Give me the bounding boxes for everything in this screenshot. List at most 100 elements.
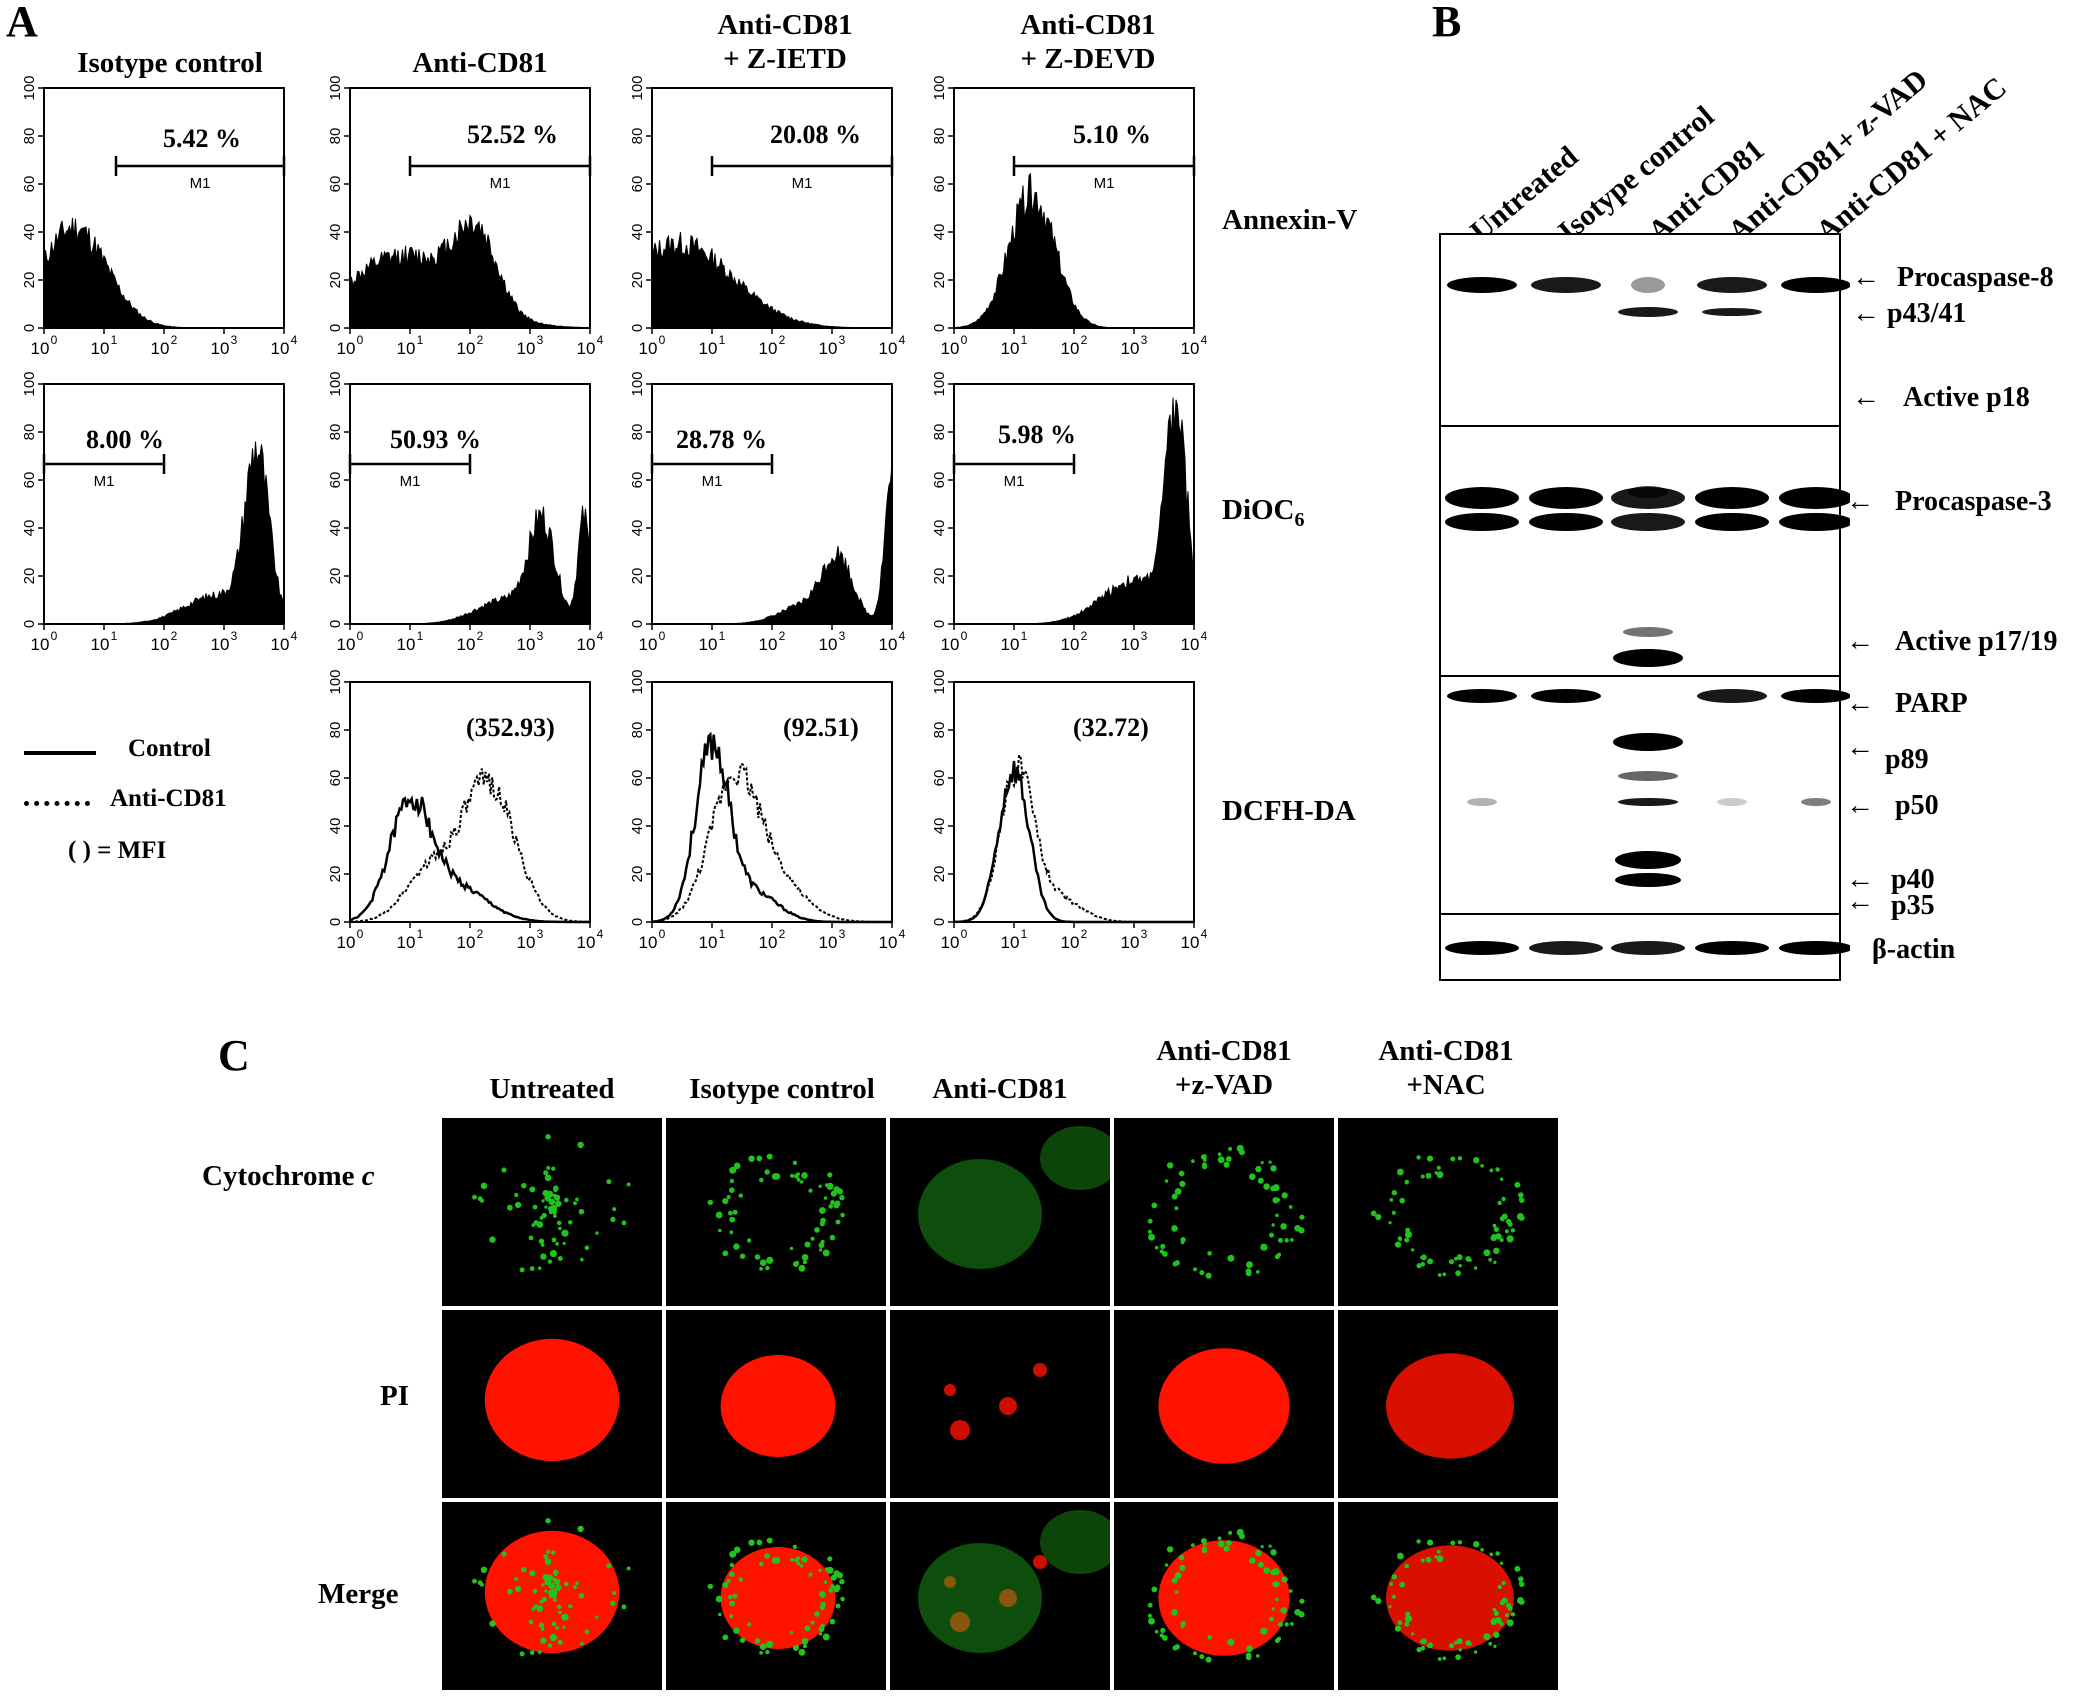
mitochondria-dot — [759, 1650, 763, 1655]
mitochondria-dot — [612, 1207, 617, 1212]
mitochondria-dot — [1205, 1272, 1212, 1279]
mitochondria-dot — [552, 1210, 557, 1215]
mitochondria-dot — [718, 1612, 722, 1617]
mitochondria-dot — [830, 1584, 835, 1589]
actin-band — [1611, 941, 1685, 955]
mitochondria-dot — [1450, 1156, 1456, 1162]
mitochondria-dot — [1201, 1162, 1207, 1168]
mitochondria-dot — [1410, 1632, 1415, 1636]
mitochondria-dot — [759, 1177, 764, 1183]
mitochondria-dot — [472, 1578, 477, 1584]
mitochondria-dot — [1174, 1206, 1179, 1211]
c-col-untreated: Untreated — [442, 1072, 662, 1106]
mitochondria-dot — [514, 1576, 519, 1582]
x-tick-exp: 0 — [357, 629, 364, 643]
mitochondria-dot — [792, 1544, 798, 1549]
microscopy-grid — [442, 1118, 1560, 1696]
mitochondria-dot — [507, 1204, 513, 1211]
mitochondria-dot — [1159, 1633, 1164, 1638]
x-tick-label: 10 — [1001, 933, 1020, 952]
mitochondria-dot — [1492, 1607, 1497, 1612]
mitochondria-dot — [547, 1259, 553, 1264]
x-tick-exp: 4 — [1201, 629, 1208, 643]
mitochondria-dot — [1288, 1205, 1293, 1209]
mitochondria-dot — [519, 1651, 525, 1657]
mitochondria-dot — [1272, 1184, 1280, 1192]
mitochondria-dot — [801, 1172, 808, 1179]
mitochondria-dot — [1217, 1156, 1225, 1164]
procaspase3-band-faint — [1628, 486, 1668, 498]
pi-image-1 — [666, 1310, 886, 1498]
mitochondria-dot — [1501, 1597, 1508, 1604]
mitochondria-dot — [557, 1256, 563, 1261]
mitochondria-dot — [728, 1210, 733, 1216]
x-tick-label: 10 — [1181, 635, 1200, 654]
mitochondria-dot — [550, 1205, 556, 1211]
x-tick-label: 10 — [819, 339, 838, 358]
x-tick-exp: 4 — [291, 629, 298, 643]
col-header-anti-cd81: Anti-CD81 — [330, 46, 630, 80]
x-tick-exp: 3 — [1141, 629, 1148, 643]
x-tick-exp: 3 — [537, 629, 544, 643]
mitochondria-dot — [766, 1153, 773, 1160]
x-tick-label: 10 — [699, 339, 718, 358]
mitochondria-dot — [1421, 1254, 1427, 1261]
mitochondria-dot — [830, 1190, 837, 1197]
mitochondria-dot — [715, 1211, 723, 1219]
mitochondria-dot — [1473, 1157, 1480, 1164]
y-tick-label: 0 — [21, 324, 38, 332]
mitochondria-dot — [795, 1644, 799, 1649]
mitochondria-dot — [729, 1216, 736, 1223]
nucleus — [1158, 1540, 1290, 1656]
mitochondria-dot — [1271, 1607, 1275, 1611]
mitochondria-dot — [765, 1649, 770, 1655]
mitochondria-dot — [1404, 1621, 1410, 1627]
band-p4341: ← p43/41 — [1852, 298, 1966, 330]
mitochondria-dot — [1256, 1654, 1260, 1658]
mitochondria-dot — [1394, 1625, 1402, 1632]
mitochondria-dot — [1398, 1237, 1403, 1241]
mitochondria-dot — [1505, 1602, 1512, 1609]
mitochondria-dot — [819, 1591, 826, 1598]
mitochondria-dot — [794, 1173, 799, 1179]
x-tick-exp: 2 — [477, 927, 484, 941]
arrow-icon: ← — [1846, 732, 1874, 763]
mitochondria-dot — [729, 1571, 735, 1577]
mitochondria-dot — [529, 1570, 536, 1577]
y-tick-label: 40 — [327, 224, 344, 241]
mitochondria-dot — [1269, 1616, 1274, 1622]
x-tick-label: 10 — [1061, 933, 1080, 952]
mitochondria-dot — [528, 1619, 534, 1625]
mitochondria-dot — [1245, 1654, 1252, 1661]
mitochondria-dot — [575, 1197, 579, 1202]
mitochondria-dot — [746, 1622, 752, 1627]
mitochondria-dot — [1518, 1192, 1524, 1198]
x-tick-label: 10 — [759, 339, 778, 358]
marker-label: M1 — [400, 473, 421, 490]
p50-band — [1467, 798, 1497, 806]
mitochondria-dot — [819, 1207, 826, 1214]
x-tick-label: 10 — [271, 339, 290, 358]
mitochondria-dot — [738, 1577, 743, 1582]
procaspase3-band — [1611, 513, 1685, 531]
mitochondria-dot — [792, 1160, 798, 1165]
pi-fragment — [944, 1384, 956, 1396]
mitochondria-dot — [1174, 1590, 1179, 1595]
mitochondria-dot — [1193, 1651, 1197, 1656]
y-tick-label: 40 — [931, 224, 948, 241]
legend-solid-line — [24, 751, 96, 755]
y-tick-label: 80 — [629, 722, 646, 739]
y-tick-label: 40 — [21, 520, 38, 537]
mitochondria-dot — [1493, 1644, 1497, 1648]
mitochondria-dot — [538, 1238, 545, 1244]
col-header-line2: + Z-IETD — [723, 43, 847, 75]
x-tick-label: 10 — [1061, 339, 1080, 358]
c-col-anti: Anti-CD81 — [890, 1072, 1110, 1106]
mitochondria-dot — [1278, 1621, 1283, 1627]
mitochondria-dot — [1148, 1619, 1153, 1624]
mitochondria-dot — [799, 1564, 804, 1568]
mitochondria-dot — [1147, 1218, 1153, 1224]
mitochondria-dot — [1246, 1261, 1253, 1269]
mitochondria-dot — [537, 1266, 542, 1270]
